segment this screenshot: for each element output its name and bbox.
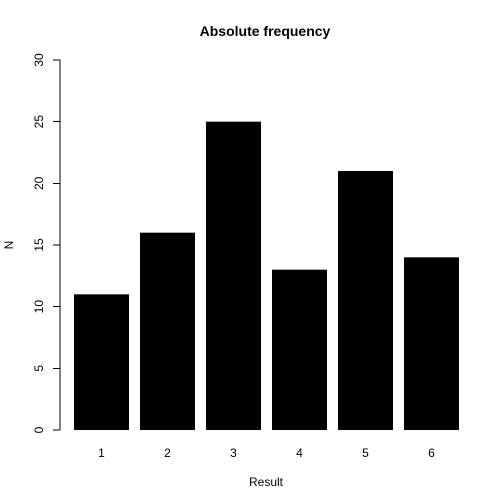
x-tick-label-6: 6 (428, 446, 435, 460)
y-tick-label-30: 30 (32, 53, 46, 67)
y-tick-label-15: 15 (32, 238, 46, 252)
y-axis-label: N (2, 241, 16, 250)
y-tick-label-0: 0 (32, 426, 46, 433)
x-axis-label: Result (249, 475, 284, 489)
y-tick-label-20: 20 (32, 176, 46, 190)
x-tick-labels: 1 2 3 4 5 6 (98, 446, 435, 460)
bar-5 (338, 171, 393, 430)
y-tick-label-25: 25 (32, 115, 46, 129)
bar-3 (206, 121, 261, 431)
x-tick-label-2: 2 (164, 446, 171, 460)
y-tick-label-10: 10 (32, 300, 46, 314)
bar-6 (404, 257, 459, 430)
y-axis: 0 5 10 15 20 25 30 (32, 53, 61, 433)
bar-2 (140, 232, 195, 430)
x-tick-label-1: 1 (98, 446, 105, 460)
bar-1 (74, 294, 129, 430)
chart-title: Absolute frequency (200, 23, 331, 39)
bar-4 (272, 269, 327, 430)
x-tick-label-4: 4 (296, 446, 303, 460)
bars-group (74, 121, 459, 431)
x-tick-label-3: 3 (230, 446, 237, 460)
y-tick-label-5: 5 (32, 365, 46, 372)
x-tick-label-5: 5 (362, 446, 369, 460)
